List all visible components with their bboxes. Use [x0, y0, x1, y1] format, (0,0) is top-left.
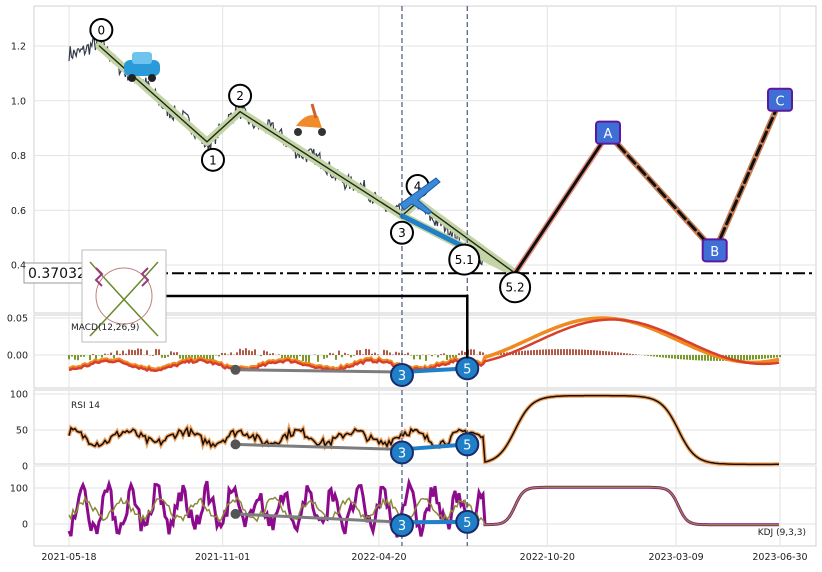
marker-label: 5	[463, 516, 471, 531]
x-tick-label: 2023-06-30	[752, 552, 807, 563]
kdj-title: KDJ (9,3,3)	[758, 528, 806, 538]
x-tick-label: 2021-11-01	[195, 552, 250, 563]
marker-label: 5	[463, 438, 471, 453]
car-wheel-icon	[148, 74, 156, 82]
y-tick-label: 0.6	[11, 206, 26, 217]
wave-label: 5.2	[506, 281, 525, 295]
divergence-start-dot	[230, 439, 240, 449]
car-window-icon	[132, 52, 152, 64]
price-label: 0.37032	[28, 266, 86, 282]
y-tick-label: 0.8	[11, 151, 26, 162]
rsi-title: RSI 14	[71, 401, 100, 411]
x-tick-label: 2022-10-20	[520, 552, 575, 563]
marker-label: 3	[398, 519, 406, 534]
kdj-panel-frame	[34, 466, 816, 546]
scooter-wheel-icon	[294, 128, 302, 136]
projection-label: B	[710, 245, 719, 260]
scooter-wheel-icon	[318, 128, 326, 136]
x-tick-label: 2021-05-18	[41, 552, 96, 563]
divergence-start-dot	[230, 509, 240, 519]
macd-title: MACD(12,26,9)	[71, 323, 139, 333]
y-tick-label: 0.05	[7, 314, 28, 325]
wave-label: 1	[209, 153, 217, 167]
y-tick-label: 0.00	[7, 351, 28, 362]
marker-label: 3	[398, 369, 406, 384]
wave-label: 3	[398, 226, 406, 240]
y-tick-label: 50	[16, 426, 28, 437]
y-tick-label: 100	[10, 484, 28, 495]
x-tick-label: 2022-04-20	[351, 552, 406, 563]
y-tick-label: 0	[22, 520, 28, 531]
projection-label: C	[775, 94, 784, 109]
y-tick-label: 1.0	[11, 96, 26, 107]
y-tick-label: 100	[10, 390, 28, 401]
y-tick-label: 0.4	[11, 261, 26, 272]
y-tick-label: 1.2	[11, 42, 26, 53]
marker-label: 5	[463, 362, 471, 377]
marker-label: 3	[398, 446, 406, 461]
rsi-panel-frame	[34, 390, 816, 464]
y-tick-label: 0	[22, 462, 28, 473]
car-wheel-icon	[128, 74, 136, 82]
wave-label: 2	[236, 89, 244, 103]
x-tick-label: 2023-03-09	[648, 552, 703, 563]
wave-label: 0	[98, 24, 106, 38]
wave-label: 5.1	[455, 253, 474, 267]
projection-label: A	[604, 127, 613, 142]
divergence-start-dot	[230, 365, 240, 375]
